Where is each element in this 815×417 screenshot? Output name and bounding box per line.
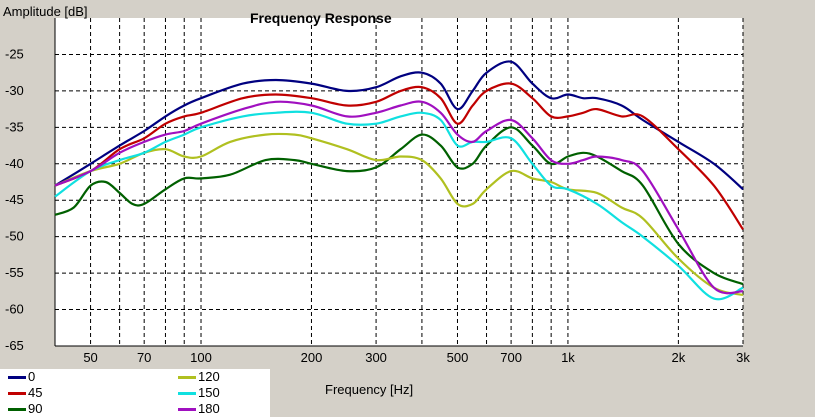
legend-swatch [178, 392, 196, 395]
x-axis-label: Frequency [Hz] [325, 382, 413, 397]
x-tick-label: 50 [83, 350, 97, 365]
series-line-150 [54, 110, 744, 301]
y-tick-label: -60 [5, 302, 24, 317]
legend-label: 180 [198, 401, 220, 416]
y-tick-label: -40 [5, 156, 24, 171]
series-line-180 [54, 100, 744, 295]
y-tick-label: -45 [5, 192, 24, 207]
legend-entry: 120 [176, 369, 220, 385]
y-axis-label: Amplitude [dB] [3, 4, 88, 19]
y-axis: -25 -30 -35 -40 -45 -50 -55 -60 -65 [5, 46, 24, 353]
y-tick-label: -65 [5, 338, 24, 353]
series-line-120 [54, 132, 744, 297]
series-line-90 [54, 126, 744, 286]
series-lines [54, 60, 744, 301]
legend-label: 0 [28, 369, 36, 384]
legend-entry: 90 [6, 401, 42, 417]
legend-label: 150 [198, 385, 220, 400]
legend-label: 45 [28, 385, 43, 400]
legend-swatch [178, 408, 196, 411]
x-tick-label: 3k [736, 350, 750, 365]
legend-entry: 45 [6, 385, 42, 401]
y-tick-label: -55 [5, 265, 24, 280]
legend-entry: 0 [6, 369, 42, 385]
legend-label: 90 [28, 401, 43, 416]
legend-swatch [8, 392, 26, 395]
x-tick-label: 300 [365, 350, 387, 365]
x-tick-label: 1k [561, 350, 575, 365]
x-tick-label: 2k [672, 350, 686, 365]
x-tick-label: 100 [190, 350, 212, 365]
legend-swatch [8, 376, 26, 379]
legend-label: 120 [198, 369, 220, 384]
legend-entry: 150 [176, 385, 220, 401]
legend-swatch [178, 376, 196, 379]
series-line-45 [54, 82, 744, 231]
x-tick-label: 200 [301, 350, 323, 365]
grid [54, 18, 744, 347]
y-tick-label: -35 [5, 119, 24, 134]
x-axis: 50 70 100 200 300 500 700 1k 2k 3k [83, 350, 750, 365]
legend-swatch [8, 408, 26, 411]
chart-title: Frequency Response [250, 10, 392, 26]
x-tick-label: 500 [447, 350, 469, 365]
x-tick-label: 700 [500, 350, 522, 365]
y-tick-label: -30 [5, 83, 24, 98]
legend: 0 45 90 120 150 180 [0, 369, 270, 417]
y-tick-label: -50 [5, 229, 24, 244]
plot-area [55, 18, 743, 346]
series-line-0 [54, 60, 744, 191]
legend-entry: 180 [176, 401, 220, 417]
x-tick-label: 70 [137, 350, 151, 365]
y-tick-label: -25 [5, 46, 24, 61]
